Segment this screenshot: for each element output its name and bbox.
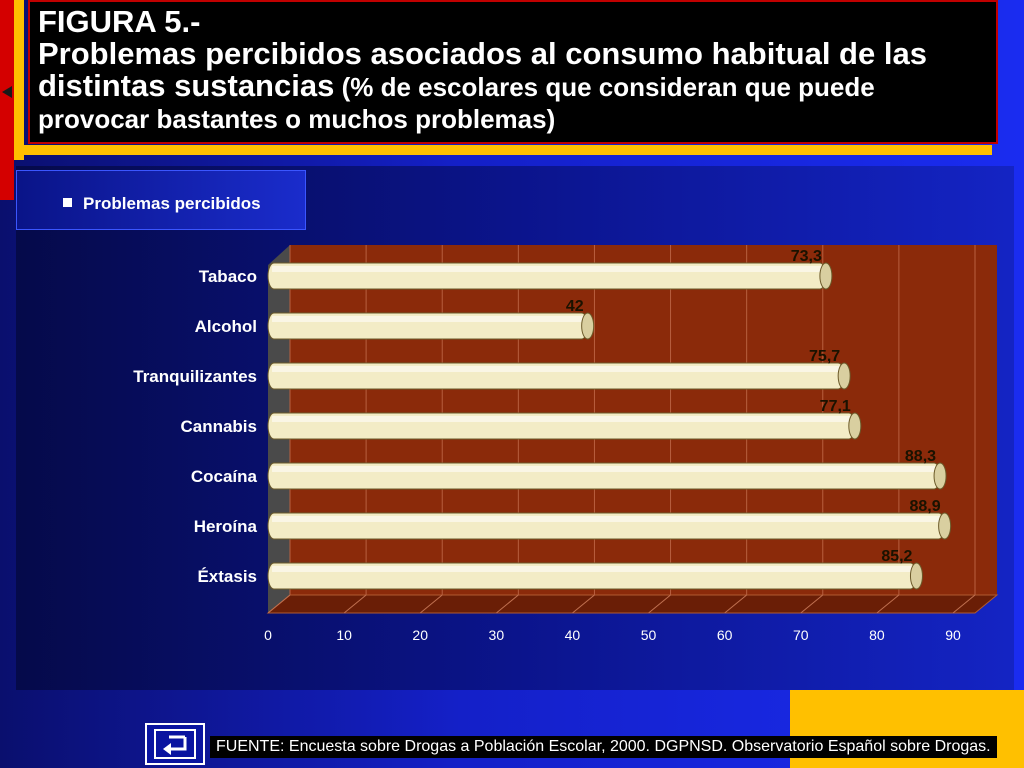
chart-subtitle: (% de escolares que consideran que puede… (38, 72, 875, 134)
bar-cap (938, 512, 952, 540)
bar-highlight (272, 316, 584, 322)
bar-highlight (272, 516, 941, 522)
return-arrow-icon (154, 729, 196, 759)
category-label: Alcohol (195, 317, 257, 336)
floor-gridline (876, 594, 900, 614)
floor-gridline (724, 594, 747, 614)
floor-gridline (572, 594, 595, 614)
floor-gridline (419, 594, 443, 614)
floor-gridline (343, 594, 367, 614)
bar-highlight (272, 366, 841, 372)
decor-red-bar (0, 0, 14, 200)
legend-swatch (63, 198, 72, 207)
x-tick-label: 80 (869, 627, 885, 643)
x-tick-label: 50 (641, 627, 657, 643)
source-note: FUENTE: Encuesta sobre Drogas a Població… (210, 736, 997, 758)
back-button[interactable] (145, 723, 205, 765)
x-tick-label: 10 (336, 627, 352, 643)
floor-gridline (952, 594, 976, 614)
data-label: 88,9 (909, 498, 940, 515)
x-tick-label: 30 (489, 627, 505, 643)
bar-cap (837, 362, 851, 390)
x-tick-label: 0 (264, 627, 272, 643)
floor-gridline (800, 594, 824, 614)
x-tick-label: 70 (793, 627, 809, 643)
bar-cap (933, 462, 947, 490)
data-label: 75,7 (809, 348, 840, 365)
category-label: Cocaína (191, 467, 258, 486)
x-tick-label: 90 (945, 627, 961, 643)
bar-highlight (272, 466, 937, 472)
data-label: 73,3 (791, 248, 822, 265)
data-label: 85,2 (881, 548, 912, 565)
bar-cap (848, 412, 862, 440)
decor-blue-strip (1014, 166, 1024, 690)
floor-gridline (648, 594, 671, 614)
category-label: Heroína (194, 517, 258, 536)
category-label: Tabaco (199, 267, 257, 286)
bar-cap (819, 262, 833, 290)
bar-highlight (272, 266, 822, 272)
legend: Problemas percibidos (16, 170, 306, 230)
bar-highlight (272, 566, 913, 572)
x-tick-label: 20 (412, 627, 428, 643)
chart-title: Problemas percibidos asociados al consum… (38, 36, 927, 103)
bar-cap (909, 562, 923, 590)
data-label: 88,3 (905, 448, 936, 465)
data-label: 42 (566, 298, 584, 315)
decor-yellow-band (24, 145, 992, 155)
bar-cap (581, 312, 595, 340)
title-box: FIGURA 5.- Problemas percibidos asociado… (28, 0, 998, 144)
category-label: Éxtasis (197, 567, 257, 586)
data-label: 77,1 (820, 398, 851, 415)
floor-gridline (496, 594, 519, 614)
x-tick-label: 40 (565, 627, 581, 643)
bar-highlight (272, 416, 851, 422)
figure-number: FIGURA 5.- (38, 4, 201, 39)
floor-gridline (267, 594, 291, 614)
category-label: Tranquilizantes (133, 367, 257, 386)
legend-label: Problemas percibidos (83, 194, 261, 213)
decor-arrow-icon (2, 86, 12, 98)
x-tick-label: 60 (717, 627, 733, 643)
decor-yellow-bar (14, 0, 24, 160)
category-label: Cannabis (180, 417, 257, 436)
